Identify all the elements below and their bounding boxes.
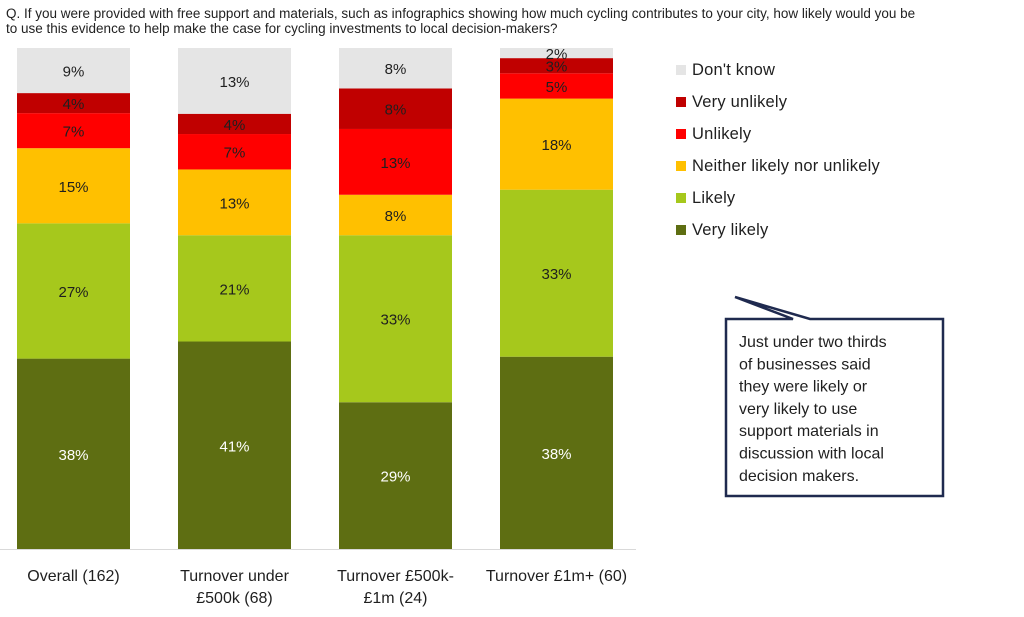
- bar-segment-don-t-know-3: [339, 48, 452, 89]
- bar-segment-very-likely-4: [500, 356, 613, 549]
- bar-segment-very-unlikely-2: [178, 113, 291, 135]
- legend-label-likely: Likely: [692, 188, 736, 207]
- category-label-4: Turnover £1m+ (60): [486, 568, 627, 585]
- question-line-1: Q. If you were provided with free suppor…: [6, 6, 916, 21]
- legend-swatch-neither-likely-nor-unlikely: [676, 161, 686, 171]
- bar-segment-unlikely-4: [500, 73, 613, 99]
- legend-item-unlikely: Unlikely: [676, 118, 880, 150]
- data-label-unlikely-2: 7%: [224, 145, 246, 162]
- legend-item-very-likely: Very likely: [676, 214, 880, 246]
- bar-segment-neither-likely-nor-unlikely-2: [178, 169, 291, 236]
- callout-text-line: Just under two thirds: [739, 334, 887, 351]
- legend-swatch-very-unlikely: [676, 97, 686, 107]
- category-label-1: Overall (162): [27, 568, 119, 585]
- data-label-neither-likely-nor-unlikely-1: 15%: [58, 179, 88, 196]
- bar-segment-don-t-know-4: [500, 48, 613, 59]
- callout-text-line: of businesses said: [739, 356, 871, 373]
- bar-segment-don-t-know-1: [17, 48, 130, 94]
- legend-label-very-likely: Very likely: [692, 220, 769, 239]
- callout-text-line: discussion with local: [739, 446, 884, 463]
- legend-label-neither-likely-nor-unlikely: Neither likely nor unlikely: [692, 156, 880, 175]
- bar-segment-don-t-know-2: [178, 48, 291, 114]
- category-label-3: £1m (24): [363, 590, 427, 607]
- data-label-neither-likely-nor-unlikely-4: 18%: [541, 137, 571, 154]
- bar-segment-very-likely-2: [178, 341, 291, 549]
- data-label-don-t-know-1: 9%: [63, 64, 85, 81]
- bar-segment-very-unlikely-1: [17, 93, 130, 114]
- data-label-likely-4: 33%: [541, 266, 571, 283]
- data-label-likely-1: 27%: [58, 284, 88, 301]
- legend-item-neither-likely-nor-unlikely: Neither likely nor unlikely: [676, 150, 880, 182]
- bar-segment-likely-3: [339, 235, 452, 403]
- legend-item-don-t-know: Don't know: [676, 54, 880, 86]
- data-label-neither-likely-nor-unlikely-3: 8%: [385, 208, 407, 225]
- data-label-likely-2: 21%: [219, 281, 249, 298]
- data-label-very-likely-4: 38%: [541, 446, 571, 463]
- legend-label-don-t-know: Don't know: [692, 60, 776, 79]
- bar-segment-unlikely-3: [339, 128, 452, 195]
- data-label-likely-3: 33%: [380, 312, 410, 329]
- callout-box: [724, 295, 945, 498]
- legend-item-likely: Likely: [676, 182, 880, 214]
- bar-segment-neither-likely-nor-unlikely-1: [17, 148, 130, 224]
- data-label-neither-likely-nor-unlikely-2: 13%: [219, 195, 249, 212]
- bar-segment-neither-likely-nor-unlikely-4: [500, 98, 613, 190]
- data-label-unlikely-1: 7%: [63, 124, 85, 141]
- callout-text-line: very likely to use: [739, 401, 857, 418]
- legend-item-very-unlikely: Very unlikely: [676, 86, 880, 118]
- bar-segment-very-likely-3: [339, 402, 452, 549]
- bar-segment-likely-2: [178, 235, 291, 342]
- bar-segment-very-likely-1: [17, 358, 130, 549]
- category-label-3: Turnover £500k-: [337, 568, 454, 585]
- question-text: Q. If you were provided with free suppor…: [6, 6, 1011, 36]
- callout-text-line: decision makers.: [739, 468, 859, 485]
- data-label-don-t-know-3: 8%: [385, 61, 407, 78]
- data-label-very-unlikely-2: 4%: [224, 117, 246, 134]
- data-label-unlikely-3: 13%: [380, 155, 410, 172]
- bar-segment-neither-likely-nor-unlikely-3: [339, 194, 452, 236]
- data-label-very-unlikely-3: 8%: [385, 102, 407, 119]
- category-label-2: Turnover under: [180, 568, 289, 585]
- data-label-don-t-know-2: 13%: [219, 74, 249, 91]
- bar-segment-likely-1: [17, 223, 130, 359]
- question-line-2: to use this evidence to help make the ca…: [6, 21, 558, 36]
- legend-label-unlikely: Unlikely: [692, 124, 752, 143]
- data-label-unlikely-4: 5%: [546, 79, 568, 96]
- legend-swatch-don-t-know: [676, 65, 686, 75]
- bar-segment-very-unlikely-4: [500, 58, 613, 74]
- data-label-very-likely-1: 38%: [58, 447, 88, 464]
- bar-segment-very-unlikely-3: [339, 88, 452, 129]
- callout-text-line: support materials in: [739, 423, 879, 440]
- data-label-very-likely-2: 41%: [219, 438, 249, 455]
- legend-swatch-likely: [676, 193, 686, 203]
- data-label-very-likely-3: 29%: [380, 469, 410, 486]
- bar-segment-likely-4: [500, 189, 613, 357]
- bar-segment-unlikely-2: [178, 134, 291, 170]
- data-label-don-t-know-4: 2%: [546, 46, 568, 63]
- bar-segment-unlikely-1: [17, 113, 130, 149]
- legend-label-very-unlikely: Very unlikely: [692, 92, 788, 111]
- callout-text-line: they were likely or: [739, 379, 868, 396]
- data-label-very-unlikely-4: 3%: [546, 59, 568, 76]
- legend-swatch-very-likely: [676, 225, 686, 235]
- category-label-2: £500k (68): [196, 590, 273, 607]
- data-label-very-unlikely-1: 4%: [63, 96, 85, 113]
- legend-swatch-unlikely: [676, 129, 686, 139]
- chart-legend: Don't know Very unlikely Unlikely Neither l…: [676, 54, 880, 246]
